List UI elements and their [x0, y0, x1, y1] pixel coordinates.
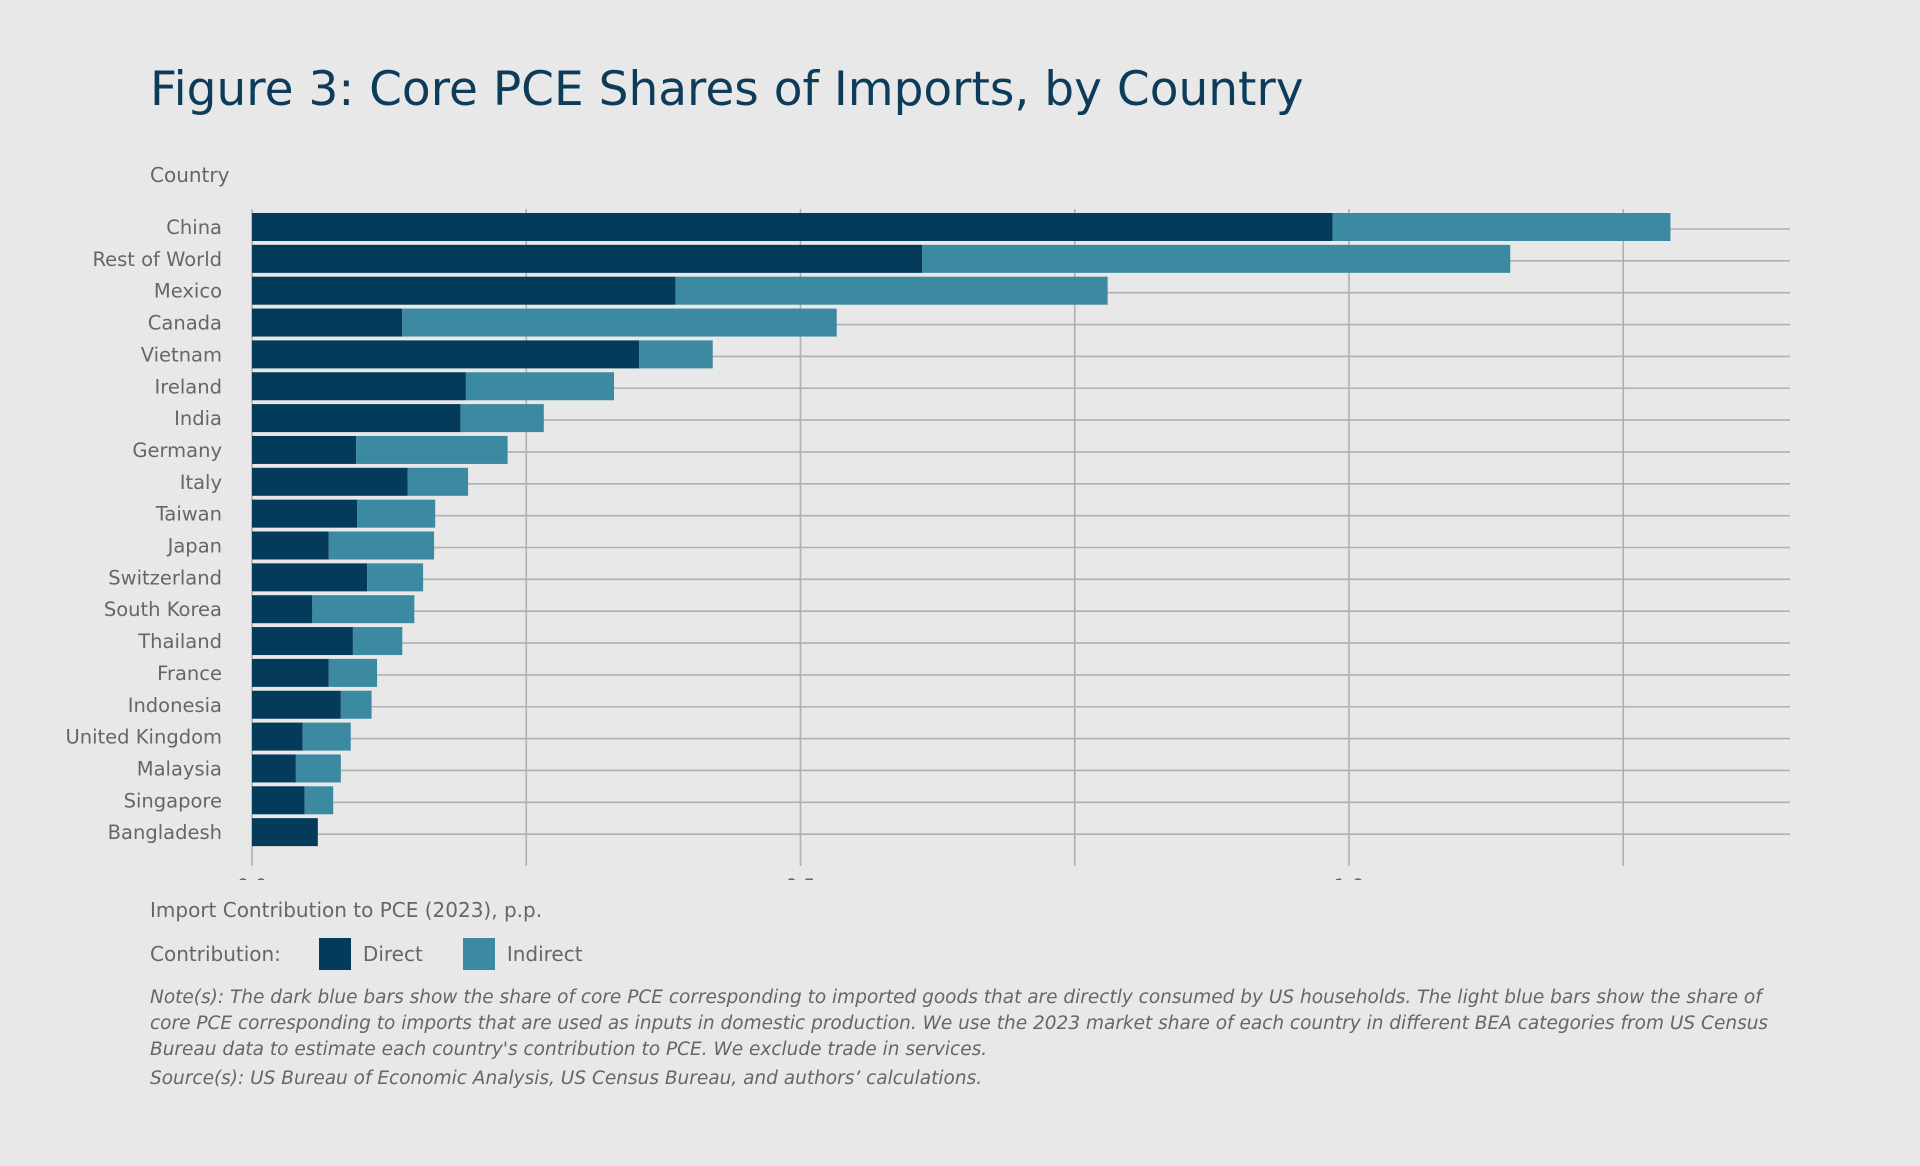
y-tick-label: United Kingdom	[65, 726, 222, 749]
y-tick-label: Mexico	[154, 280, 222, 303]
bar-direct-thailand	[252, 627, 353, 656]
legend-title: Contribution:	[150, 942, 281, 966]
bar-direct-japan	[252, 531, 329, 560]
bar-indirect-taiwan	[357, 499, 436, 528]
y-tick-label: Bangladesh	[108, 821, 222, 844]
bar-indirect-malaysia	[295, 754, 341, 783]
bar-direct-south-korea	[252, 595, 313, 624]
bar-direct-france	[252, 658, 329, 687]
y-tick-label: Japan	[166, 535, 222, 558]
bar-indirect-italy	[407, 467, 469, 496]
y-tick-label: India	[174, 407, 222, 430]
chart-grid	[251, 209, 1790, 866]
bar-indirect-germany	[356, 435, 508, 464]
bar-direct-singapore	[252, 786, 305, 815]
chart-title: Figure 3: Core PCE Shares of Imports, by…	[150, 62, 1304, 117]
bar-direct-indonesia	[252, 690, 341, 719]
bar-direct-united-kingdom	[252, 722, 303, 751]
bar-indirect-singapore	[304, 786, 334, 815]
bar-direct-italy	[252, 467, 408, 496]
x-tick-label: 1.0	[1334, 875, 1364, 880]
y-tick-label: Ireland	[155, 375, 222, 398]
chart-bars	[252, 213, 1671, 847]
y-tick-label: Germany	[132, 439, 222, 462]
bar-indirect-ireland	[465, 372, 615, 401]
legend-label-indirect: Indirect	[506, 942, 583, 966]
bar-direct-canada	[252, 308, 403, 337]
bar-direct-rest-of-world	[252, 244, 923, 273]
y-axis-title: Country	[150, 163, 230, 187]
bar-indirect-indonesia	[340, 690, 372, 719]
chart-note: Note(s): The dark blue bars show the sha…	[150, 987, 1769, 1060]
bar-direct-malaysia	[252, 754, 296, 783]
y-tick-label: Switzerland	[108, 566, 222, 589]
legend-swatch-indirect	[462, 938, 495, 970]
bar-indirect-india	[460, 404, 544, 433]
x-axis-title: Import Contribution to PCE (2023), p.p.	[150, 898, 543, 922]
bar-indirect-china	[1332, 213, 1671, 241]
x-tick-labels: 0.0 0.5 1.0	[237, 875, 1364, 880]
legend-item-direct: Direct	[318, 938, 423, 970]
bar-direct-taiwan	[252, 499, 358, 528]
legend-item-indirect: Indirect	[462, 938, 583, 970]
x-tick-label: 0.5	[785, 875, 815, 880]
legend-swatch-direct	[318, 938, 351, 970]
bar-direct-vietnam	[252, 340, 640, 369]
y-tick-label: Vietnam	[141, 343, 222, 366]
y-tick-label: Thailand	[137, 630, 222, 653]
bar-indirect-thailand	[352, 627, 403, 656]
y-tick-label: Canada	[148, 312, 222, 335]
chart-source: Source(s): US Bureau of Economic Analysi…	[150, 1068, 983, 1089]
y-tick-label: Rest of World	[92, 248, 222, 271]
bar-indirect-vietnam	[639, 340, 713, 369]
chart-legend: Contribution: Direct Indirect	[150, 938, 623, 970]
bar-direct-switzerland	[252, 563, 368, 592]
y-tick-label: Singapore	[124, 789, 222, 812]
bar-indirect-france	[328, 658, 378, 687]
bar-direct-bangladesh	[252, 818, 318, 847]
y-tick-label: China	[166, 216, 222, 239]
bar-direct-ireland	[252, 372, 466, 401]
y-tick-label: Indonesia	[128, 694, 222, 717]
bar-indirect-japan	[328, 531, 435, 560]
bar-indirect-switzerland	[367, 563, 424, 592]
y-tick-label: South Korea	[104, 598, 222, 621]
bar-chart: China Rest of World Mexico Canada Vietnam Ire…	[65, 209, 1790, 880]
bar-direct-mexico	[252, 276, 676, 305]
bar-indirect-canada	[402, 308, 837, 337]
bar-indirect-rest-of-world	[922, 244, 1511, 273]
y-tick-label: Malaysia	[137, 757, 222, 780]
y-tick-label: Taiwan	[155, 503, 222, 526]
bar-direct-china	[252, 213, 1333, 241]
y-tick-label: France	[157, 662, 222, 685]
y-tick-label: Italy	[180, 471, 222, 494]
x-tick-label: 0.0	[237, 875, 267, 880]
bar-direct-india	[252, 404, 461, 433]
bar-indirect-united-kingdom	[302, 722, 351, 751]
legend-label-direct: Direct	[362, 942, 423, 966]
bar-indirect-mexico	[675, 276, 1108, 305]
bar-indirect-south-korea	[312, 595, 415, 624]
y-tick-labels: China Rest of World Mexico Canada Vietnam Ire…	[65, 216, 222, 844]
bar-direct-germany	[252, 435, 357, 464]
